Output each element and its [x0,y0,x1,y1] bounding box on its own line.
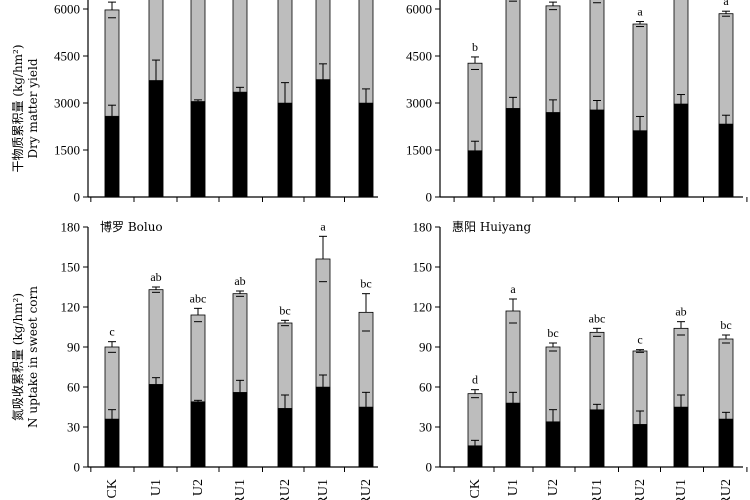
significance-label: a [723,0,729,8]
panel-bottom-right: 0 30 60 90 120 150 180 d CK a U1 bc U2 abc RU1 c RU2 ab RU… [413,220,748,500]
significance-label: ab [675,305,686,319]
panel-title: 博罗 Boluo [100,219,163,234]
category-label: RU1 [590,479,605,500]
bar-lower [315,79,331,198]
y-tick-label: 30 [419,420,432,435]
category-label: U1 [149,479,164,496]
y-tick-label: 1500 [54,143,80,158]
bar-lower [673,103,689,198]
bar-lower [589,109,605,198]
y-tick-label: 1500 [406,143,432,158]
y-axis-label-cn: 氮吸收累积量 (kg/hm²) [10,293,25,421]
y-tick-label: 150 [61,260,81,275]
y-tick-label: 90 [67,340,80,355]
bar-lower [632,424,648,468]
y-tick-label: 6000 [406,2,432,17]
category-label: RU1 [674,479,689,500]
y-tick-label: 4500 [54,49,80,64]
panel-top-right: 015003000450060007500baaaaaa [406,0,748,205]
y-tick-label: 0 [426,460,433,475]
bar-lower [358,102,374,198]
bar-lower [232,392,248,468]
y-tick-label: 6000 [54,2,80,17]
significance-label: ab [234,274,245,288]
significance-label: bc [279,303,290,317]
y-tick-label: 150 [413,260,433,275]
category-label: RU2 [359,479,374,500]
significance-label: d [472,373,478,387]
category-label: RU1 [316,479,331,500]
y-tick-label: 90 [419,340,432,355]
y-tick-label: 3000 [54,96,80,111]
significance-label: c [637,333,642,347]
y-tick-label: 0 [74,190,81,205]
bar-lower [232,91,248,198]
bar-lower [632,130,648,198]
significance-label: c [109,325,114,339]
y-tick-label: 60 [419,380,432,395]
y-tick-label: 120 [413,300,433,315]
significance-label: a [637,5,643,19]
significance-label: bc [360,277,371,291]
bar-lower [190,401,206,468]
bar-lower [505,402,521,468]
category-label: U2 [191,479,206,496]
category-label: RU1 [233,479,248,500]
bar-lower [277,408,293,468]
bar-lower [589,409,605,468]
significance-label: b [472,40,478,54]
y-tick-label: 30 [67,420,80,435]
y-tick-label: 180 [413,220,433,235]
bar-lower [148,80,164,198]
significance-label: abc [190,291,207,305]
panel-title: 惠阳 Huiyang [452,220,532,234]
category-label: RU2 [278,479,293,500]
y-tick-label: 60 [67,380,80,395]
bar-lower [718,418,734,468]
bar-lower [545,421,561,468]
bar-lower [277,102,293,198]
panel-top-left: 015003000450060007500bab干物质累积量 (kg/hm²)D… [11,0,378,205]
y-axis-label-en: N uptake in sweet corn [26,286,40,428]
bar-lower [545,112,561,198]
bar-lower [104,418,120,468]
bar-lower [104,115,120,198]
bar-lower [358,406,374,468]
y-tick-label: 180 [61,220,81,235]
bar-lower [148,384,164,468]
category-label: RU2 [633,479,648,500]
bar-lower [315,386,331,468]
y-axis-label-cn: 干物质累积量 (kg/hm²) [11,44,25,172]
significance-label: a [510,282,516,296]
bar-lower [505,108,521,198]
y-tick-label: 120 [61,300,81,315]
category-label: U2 [546,479,561,496]
category-label: U1 [506,479,521,496]
bar-lower [467,445,483,468]
category-label: CK [468,479,483,498]
y-axis-label-en: Dry matter yield [26,58,40,158]
significance-label: bc [720,318,731,332]
significance-label: bc [547,326,558,340]
panel-bottom-left: 0 30 60 90 120 150 180 c CK ab U1 abc U2 ab RU1 bc RU2 a R… [10,219,378,500]
y-tick-label: 3000 [406,96,432,111]
significance-label: a [320,219,326,233]
y-tick-label: 4500 [406,49,432,64]
bar-lower [467,150,483,198]
category-label: RU2 [719,479,734,500]
y-tick-label: 0 [74,460,81,475]
bar-lower [190,101,206,198]
significance-label: ab [150,270,161,284]
y-tick-label: 0 [426,190,433,205]
bar-lower [673,406,689,468]
bar-lower [718,123,734,198]
category-label: CK [105,479,120,498]
significance-label: abc [589,311,606,325]
